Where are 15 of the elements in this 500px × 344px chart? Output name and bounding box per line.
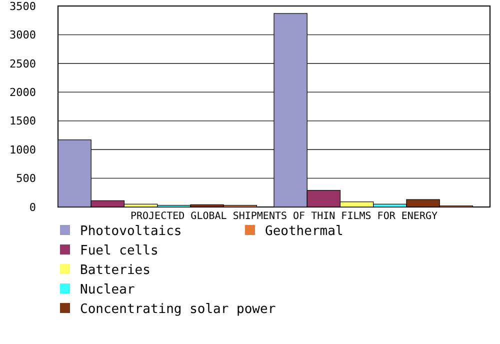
y-tick-label: 2500 bbox=[10, 57, 36, 70]
y-tick-label: 3000 bbox=[10, 28, 36, 42]
y-tick-label: 3500 bbox=[10, 0, 36, 13]
y-tick-label: 0 bbox=[29, 200, 36, 214]
y-tick-label: 2000 bbox=[10, 86, 36, 99]
y-tick-label: 1000 bbox=[10, 143, 36, 156]
x-axis-title: PROJECTED GLOBAL SHIPMENTS OF THIN FILMS FOR ENERGY bbox=[130, 211, 438, 222]
legend-label: Geothermal bbox=[265, 224, 344, 239]
legend-label: Photovoltaics bbox=[80, 224, 182, 239]
legend-label: Fuel cells bbox=[80, 244, 158, 258]
legend-label: Batteries bbox=[80, 263, 150, 278]
y-tick-label: 1500 bbox=[10, 114, 36, 128]
legend-label: Nuclear bbox=[80, 282, 135, 298]
legend-label: Concentrating solar power bbox=[80, 302, 276, 317]
y-tick-label: 500 bbox=[16, 172, 36, 186]
